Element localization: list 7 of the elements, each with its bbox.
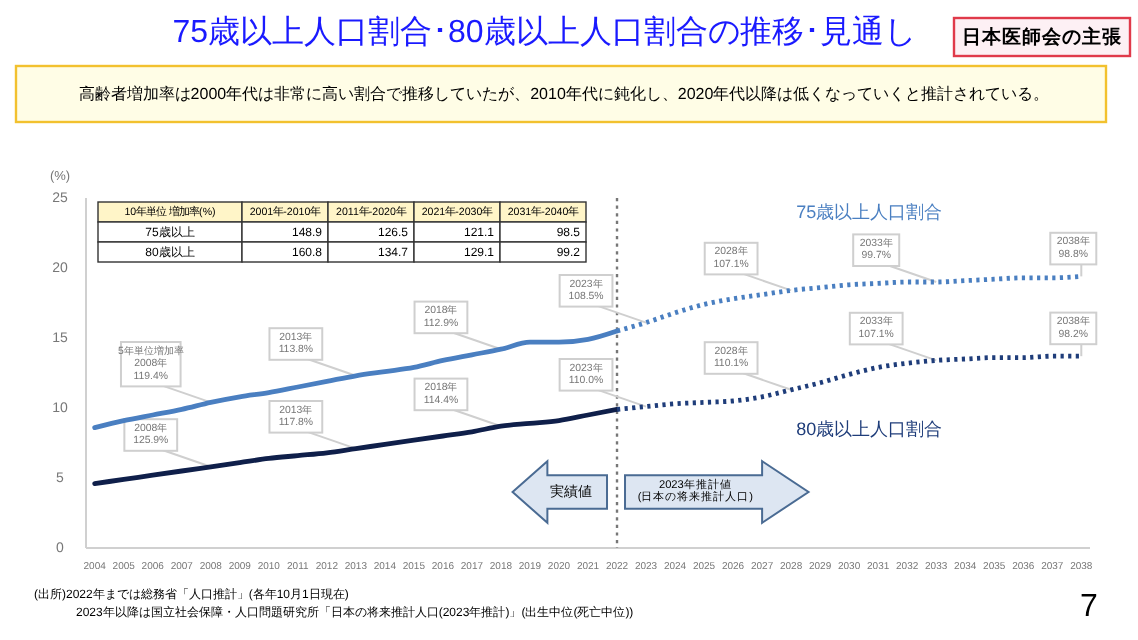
chart-subtitle: 高齢者増加率は2000年代は非常に高い割合で推移していたが、2010年代に鈍化し、2020年代以降は低くなっていくと推計されている。 <box>78 85 1050 104</box>
text: 7 <box>1080 590 1098 624</box>
text: 75歳以上人口割合 <box>796 201 943 222</box>
series-label: 80歳以上人口割合 <box>796 419 943 440</box>
chart-title: 75歳以上人口割合･80歳以上人口割合の推移･見通し <box>172 14 916 50</box>
text: 日本医師会の主張 <box>962 25 1124 50</box>
line-series <box>92 407 620 486</box>
